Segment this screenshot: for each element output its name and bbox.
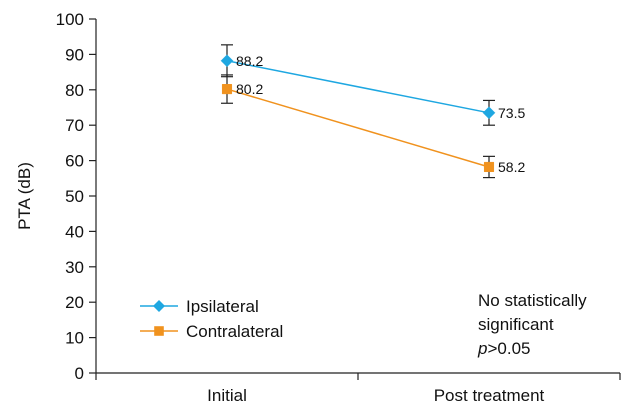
- note-line-3: p>0.05: [477, 339, 530, 358]
- y-axis-title: PTA (dB): [15, 162, 34, 230]
- series-line-0: [226, 60, 490, 114]
- data-label-1-0: 80.2: [236, 81, 263, 97]
- significance-note: No statistically significant p>0.05: [477, 291, 587, 358]
- axes: 0 10 20 30 40 50 60 70 80 90 100 Initial Post treatm…: [56, 10, 621, 405]
- x-category-label-1: Post treatment: [434, 386, 545, 405]
- note-p-symbol: p: [477, 339, 487, 358]
- y-tick-label-20: 20: [65, 293, 84, 312]
- data-label-0-1: 73.5: [498, 105, 525, 121]
- series-line-1: [226, 88, 490, 168]
- y-tick-label-30: 30: [65, 258, 84, 277]
- data-point-0-1: [482, 106, 496, 120]
- y-tick-label-10: 10: [65, 329, 84, 348]
- legend-marker-contralateral: [154, 326, 164, 336]
- y-tick-label-70: 70: [65, 116, 84, 135]
- y-tick-label-0: 0: [75, 364, 84, 383]
- data-label-1-1: 58.2: [498, 159, 525, 175]
- y-tick-label-60: 60: [65, 152, 84, 171]
- series-layer: 88.2 73.5 80.2 58.2: [220, 44, 525, 179]
- legend-label-contralateral: Contralateral: [186, 322, 283, 341]
- data-point-1-1: [483, 161, 495, 173]
- x-category-label-0: Initial: [207, 386, 247, 405]
- y-tick-label-50: 50: [65, 187, 84, 206]
- data-point-0-0: [220, 54, 234, 68]
- legend: Ipsilateral Contralateral: [140, 297, 283, 341]
- note-line-2: significant: [478, 315, 554, 334]
- note-p-value: >0.05: [487, 339, 530, 358]
- note-line-1: No statistically: [478, 291, 587, 310]
- data-label-0-0: 88.2: [236, 53, 263, 69]
- y-tick-label-80: 80: [65, 81, 84, 100]
- legend-marker-ipsilateral: [153, 300, 165, 312]
- legend-label-ipsilateral: Ipsilateral: [186, 297, 259, 316]
- y-tick-label-100: 100: [56, 10, 84, 29]
- data-point-1-0: [221, 84, 233, 95]
- y-tick-label-40: 40: [65, 222, 84, 241]
- y-tick-label-90: 90: [65, 45, 84, 64]
